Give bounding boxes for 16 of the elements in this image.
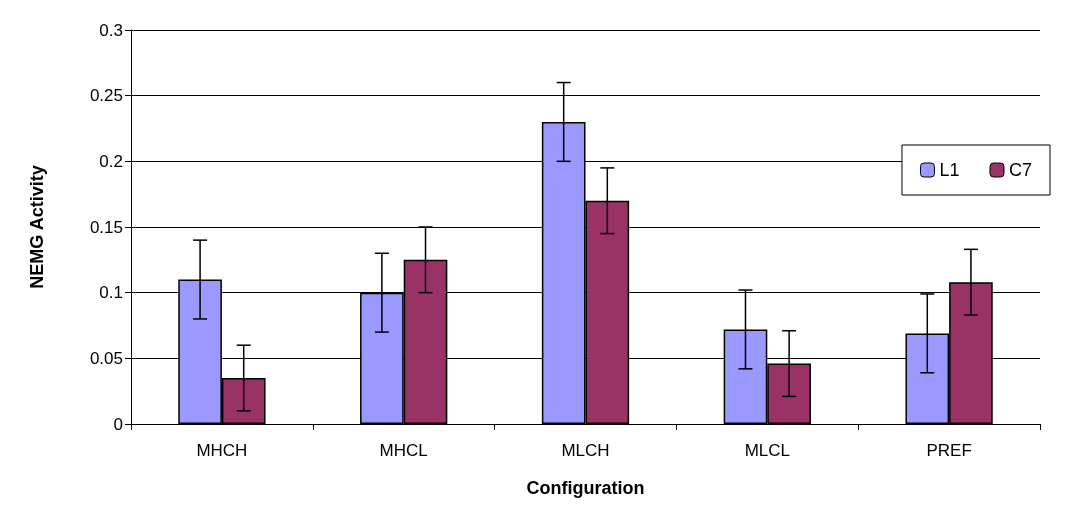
x-tick-label: MHCH [196,441,248,460]
y-tick-label: 0.2 [99,151,123,171]
y-tick-label: 0.3 [99,20,123,40]
legend-label: C7 [1008,160,1033,180]
y-tick-label: 0.15 [89,217,123,237]
x-tick-label: MLCH [561,441,610,460]
x-tick-label: PREF [926,441,972,460]
y-tick-label: 0.1 [99,283,123,303]
y-tick-label: 0.25 [89,86,123,106]
x-tick-label: MHCL [379,441,428,460]
y-axis-title: NEMG Activity [27,165,47,289]
x-axis-title: Configuration [526,478,645,498]
y-tick-label: 0 [113,414,123,434]
y-tick-label: 0.05 [89,348,123,368]
x-tick-label: MLCL [744,441,790,460]
legend-label: L1 [939,160,960,180]
